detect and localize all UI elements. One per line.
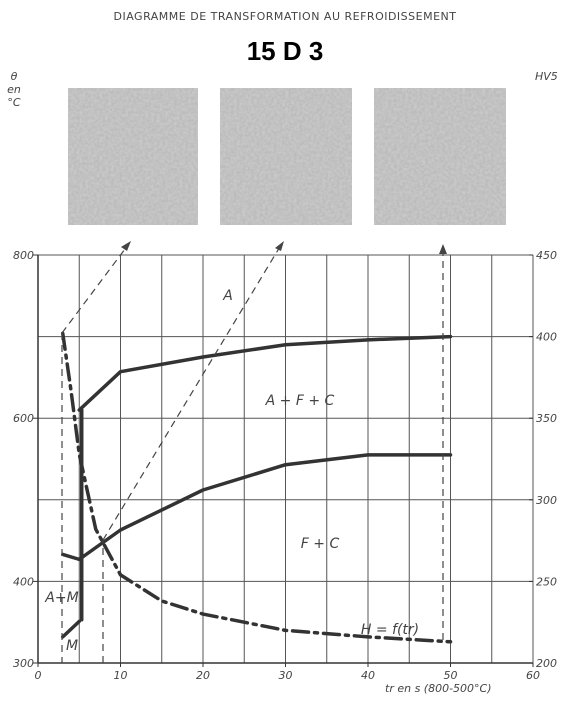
- y-axis-label: °C: [7, 96, 21, 109]
- micrograph-texture: [220, 88, 352, 225]
- series-line: [61, 552, 81, 562]
- micrograph-texture: [374, 88, 506, 225]
- y2-axis-label: HV5: [535, 70, 558, 83]
- arrowhead: [275, 241, 284, 251]
- x-tick-label: 10: [114, 669, 128, 682]
- y-tick-label: 300: [13, 657, 34, 670]
- arrowheads: [121, 241, 447, 254]
- x-axis-label: tr en s (800-500°C): [385, 682, 492, 695]
- y-axis-label: θ: [11, 70, 18, 83]
- annotation: H = f(tr): [361, 622, 419, 638]
- y2-tick-label: 250: [536, 575, 557, 588]
- y2-tick-label: 450: [536, 249, 557, 262]
- supertitle: DIAGRAMME DE TRANSFORMATION AU REFROIDIS…: [114, 10, 457, 23]
- y-tick-label: 400: [13, 575, 34, 588]
- y-tick-label: 800: [13, 249, 34, 262]
- series-line: [77, 453, 453, 562]
- y2-tick-label: 300: [536, 494, 557, 507]
- y2-tick-label: 350: [536, 412, 557, 425]
- annotation: M: [66, 638, 78, 654]
- arrow: [61, 244, 129, 334]
- x-tick-label: 60: [526, 669, 540, 682]
- annotation: A + F + C: [265, 393, 335, 409]
- x-tick-label: 50: [444, 669, 458, 682]
- arrowhead: [121, 241, 131, 251]
- series-line: [61, 619, 81, 639]
- y-axis-label: en: [7, 83, 21, 96]
- micrograph-texture: [68, 88, 198, 225]
- x-tick-label: 20: [196, 669, 210, 682]
- y2-tick-label: 400: [536, 331, 557, 344]
- x-tick-label: 40: [361, 669, 375, 682]
- micrographs: [68, 88, 506, 225]
- y2-tick-label: 200: [536, 657, 557, 670]
- y-tick-label: 600: [13, 412, 34, 425]
- arrow: [102, 244, 282, 541]
- plot-area: 300 400 600 800 200 250 300 350 400 450 0 10 20 30 40 5…: [7, 70, 558, 695]
- title: 15 D 3: [247, 36, 324, 66]
- series-line: [77, 334, 453, 412]
- x-tick-label: 0: [35, 669, 42, 682]
- arrowhead: [439, 244, 447, 254]
- annotation: F + C: [301, 536, 340, 552]
- series-line: [61, 331, 453, 644]
- annotation: A: [222, 288, 233, 304]
- arrows: [61, 244, 444, 663]
- x-tick-label: 30: [279, 669, 293, 682]
